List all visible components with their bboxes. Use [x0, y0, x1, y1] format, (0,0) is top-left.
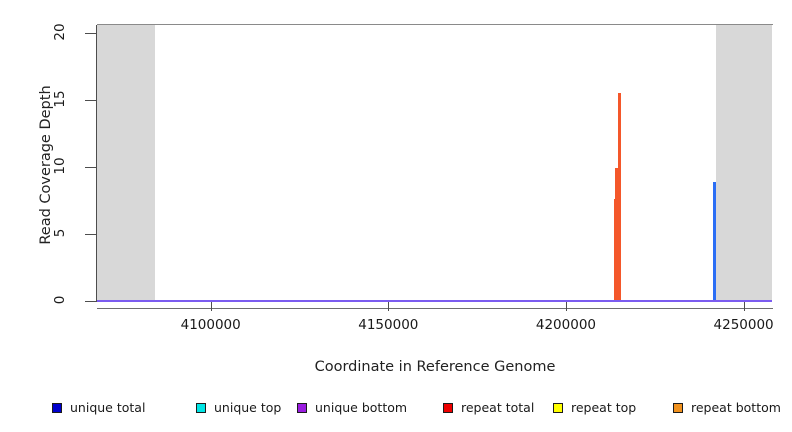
legend-item-repeat-bottom[interactable]: repeat bottom: [673, 398, 781, 418]
coverage-spike: [712, 181, 716, 301]
legend-item-unique-total[interactable]: unique total: [52, 398, 145, 418]
y-tick-label: 20: [52, 23, 68, 41]
legend-item-unique-bottom[interactable]: unique bottom: [297, 398, 407, 418]
y-tick-label: 10: [52, 157, 68, 175]
chart-legend: unique total unique top unique bottom repea…: [0, 398, 792, 420]
legend-label: repeat bottom: [691, 399, 781, 415]
y-tick-mark: [85, 100, 96, 102]
legend-swatch-icon: [297, 403, 307, 413]
legend-label: unique total: [70, 399, 146, 415]
legend-label: repeat top: [571, 399, 637, 415]
zero-baseline: [97, 300, 772, 302]
y-tick-mark: [85, 33, 96, 35]
coverage-spike: [615, 168, 619, 301]
legend-swatch-icon: [196, 403, 206, 413]
x-axis-line: [97, 308, 773, 309]
y-axis-line: [96, 25, 97, 302]
legend-item-repeat-total[interactable]: repeat total: [443, 398, 534, 418]
legend-label: unique top: [214, 399, 282, 415]
shaded-region-right: [715, 25, 772, 302]
x-tick-label: 4250000: [713, 317, 774, 333]
legend-label: repeat total: [461, 399, 535, 415]
x-tick-mark: [565, 302, 567, 311]
legend-swatch-icon: [52, 403, 62, 413]
legend-item-unique-top[interactable]: unique top: [196, 398, 281, 418]
x-tick-label: 4150000: [358, 317, 419, 333]
x-tick-label: 4100000: [180, 317, 241, 333]
legend-item-repeat-top[interactable]: repeat top: [553, 398, 636, 418]
y-tick-mark: [85, 167, 96, 169]
legend-label: unique bottom: [315, 399, 408, 415]
y-tick-mark: [85, 234, 96, 235]
x-tick-mark: [743, 302, 745, 311]
legend-swatch-icon: [443, 403, 453, 413]
x-tick-mark: [388, 302, 390, 311]
legend-swatch-icon: [673, 403, 683, 413]
plot-top-border: [97, 24, 773, 25]
x-axis-title: Coordinate in Reference Genome: [314, 359, 556, 375]
y-tick-mark: [85, 301, 96, 302]
shaded-region-left: [97, 25, 155, 302]
x-tick-label: 4200000: [535, 317, 596, 333]
coverage-spike: [618, 93, 622, 301]
y-tick-label: 0: [52, 295, 68, 305]
legend-swatch-icon: [553, 403, 563, 413]
y-tick-label: 5: [52, 228, 68, 238]
y-tick-label: 15: [52, 90, 68, 108]
x-tick-mark: [210, 302, 212, 311]
plot-area: [97, 25, 772, 302]
